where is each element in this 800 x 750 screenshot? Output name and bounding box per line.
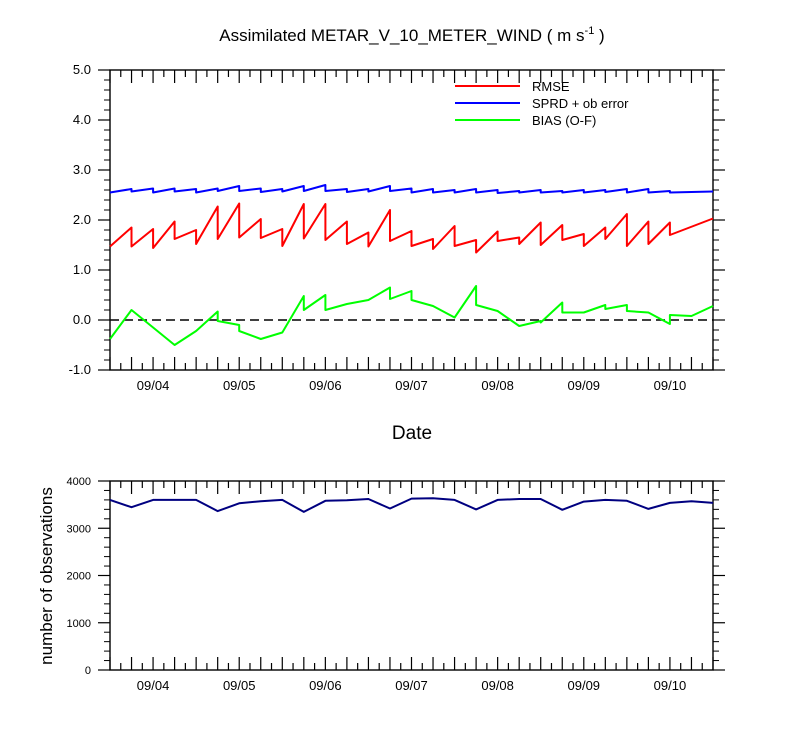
top-plot-ytick-label: 5.0	[73, 62, 91, 77]
bottom-plot-ytick-label: 0	[85, 665, 91, 677]
top-plot-ytick-label: 2.0	[73, 212, 91, 227]
top-plot: 09/04 09/05 09/06 09/07 09/08 09/09 09/10 -1.0 0…	[69, 62, 725, 393]
top-plot-xtick-label: 09/05	[223, 378, 256, 393]
bottom-plot-xtick-label: 09/09	[568, 678, 601, 693]
series-line-sprd-ob-error	[109, 184, 714, 194]
x-axis-label: Date	[392, 423, 432, 444]
top-plot-ytick-label: 1.0	[73, 262, 91, 277]
chart-title-superscript: -1	[585, 25, 595, 37]
bottom-plot-ytick-label: 1000	[67, 618, 91, 630]
series-line-number-of-observations	[109, 497, 714, 513]
bottom-plot-xtick-label: 09/04	[137, 678, 170, 693]
series-line-bias-o-f	[109, 285, 714, 346]
series-line-rmse	[109, 202, 714, 254]
top-plot-ytick-label: -1.0	[69, 362, 91, 377]
bottom-plot-ytick-label: 3000	[67, 523, 91, 535]
bottom-plot-xtick-label: 09/07	[395, 678, 428, 693]
legend-label-bias-o-f: BIAS (O-F)	[532, 113, 596, 128]
chart-title-main: Assimilated METAR_V_10_METER_WIND ( m s	[219, 26, 584, 45]
top-plot-xtick-label: 09/06	[309, 378, 342, 393]
chart-title: Assimilated METAR_V_10_METER_WIND ( m s-…	[219, 25, 604, 45]
bottom-plot-ytick-label: 2000	[67, 571, 91, 583]
bottom-plot-ytick-label: 4000	[67, 476, 91, 488]
top-plot-xtick-label: 09/09	[568, 378, 601, 393]
bottom-plot-xtick-label: 09/05	[223, 678, 256, 693]
bottom-plot-xtick-label: 09/08	[481, 678, 514, 693]
bottom-plot: 09/04 09/05 09/06 09/07 09/08 09/09 09/10 0 1000…	[67, 476, 725, 693]
chart-title-end: )	[594, 26, 604, 45]
top-plot-xtick-label: 09/08	[481, 378, 514, 393]
legend-label-sprd-ob-error: SPRD + ob error	[532, 96, 629, 111]
top-plot-xtick-label: 09/10	[654, 378, 687, 393]
y-axis-label-observations: number of observations	[37, 487, 56, 665]
top-plot-ytick-label: 0.0	[73, 312, 91, 327]
top-plot-xtick-label: 09/07	[395, 378, 428, 393]
legend-label-rmse: RMSE	[532, 79, 570, 94]
top-plot-xtick-label: 09/04	[137, 378, 170, 393]
bottom-plot-frame	[109, 480, 714, 671]
top-plot-ytick-label: 3.0	[73, 162, 91, 177]
bottom-plot-xtick-label: 09/06	[309, 678, 342, 693]
bottom-plot-xtick-label: 09/10	[654, 678, 687, 693]
top-plot-ytick-label: 4.0	[73, 112, 91, 127]
